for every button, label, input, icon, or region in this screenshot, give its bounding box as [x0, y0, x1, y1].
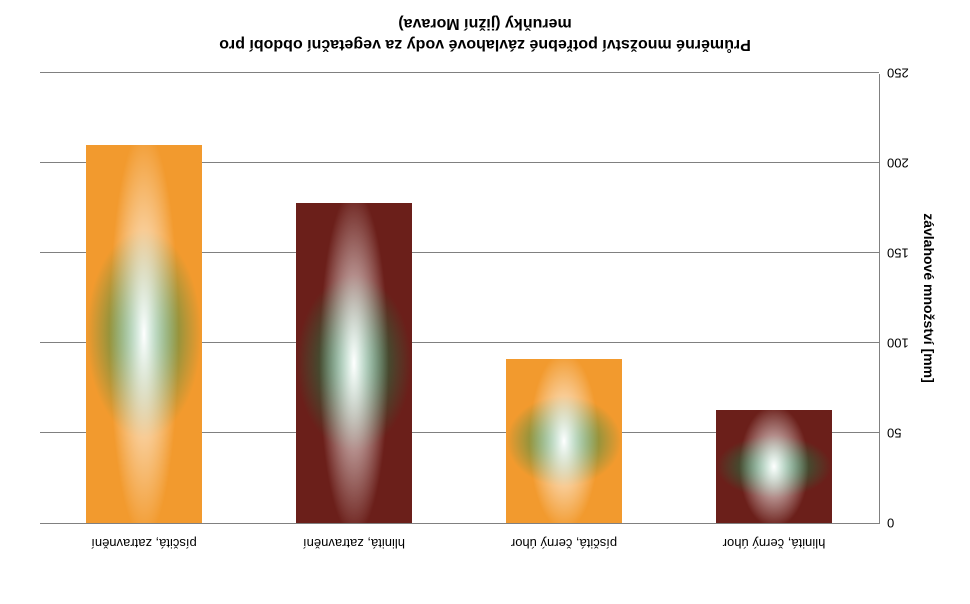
- chart-title-line1: Průměrné množství potřebné závlahové vod…: [0, 33, 970, 54]
- x-tick-label: hlinitá, zatravnění: [303, 536, 405, 551]
- y-axis-label: závlahové množství [mm]: [921, 214, 937, 384]
- bar: [716, 410, 832, 523]
- bar: [296, 203, 412, 523]
- bar: [506, 359, 622, 523]
- y-tick-label: 50: [879, 426, 901, 441]
- plot-area: závlahové množství [mm] 050100150200250h…: [40, 74, 880, 524]
- x-tick-label: písčitá, zatravnění: [91, 536, 197, 551]
- y-tick-label: 200: [879, 156, 909, 171]
- y-tick-label: 250: [879, 66, 909, 81]
- chart-title-line2: meruňky (jižní Morava): [0, 12, 970, 33]
- x-tick-label: písčitá, černý úhor: [511, 536, 617, 551]
- gridline: [40, 72, 879, 73]
- chart-title: Průměrné množství potřebné závlahové vod…: [0, 12, 970, 54]
- chart-container: Průměrné množství potřebné závlahové vod…: [0, 0, 970, 604]
- y-tick-label: 150: [879, 246, 909, 261]
- x-tick-label: hlinitá, černý úhor: [723, 536, 826, 551]
- bar: [86, 145, 202, 523]
- y-tick-label: 100: [879, 336, 909, 351]
- y-tick-label: 0: [879, 516, 894, 531]
